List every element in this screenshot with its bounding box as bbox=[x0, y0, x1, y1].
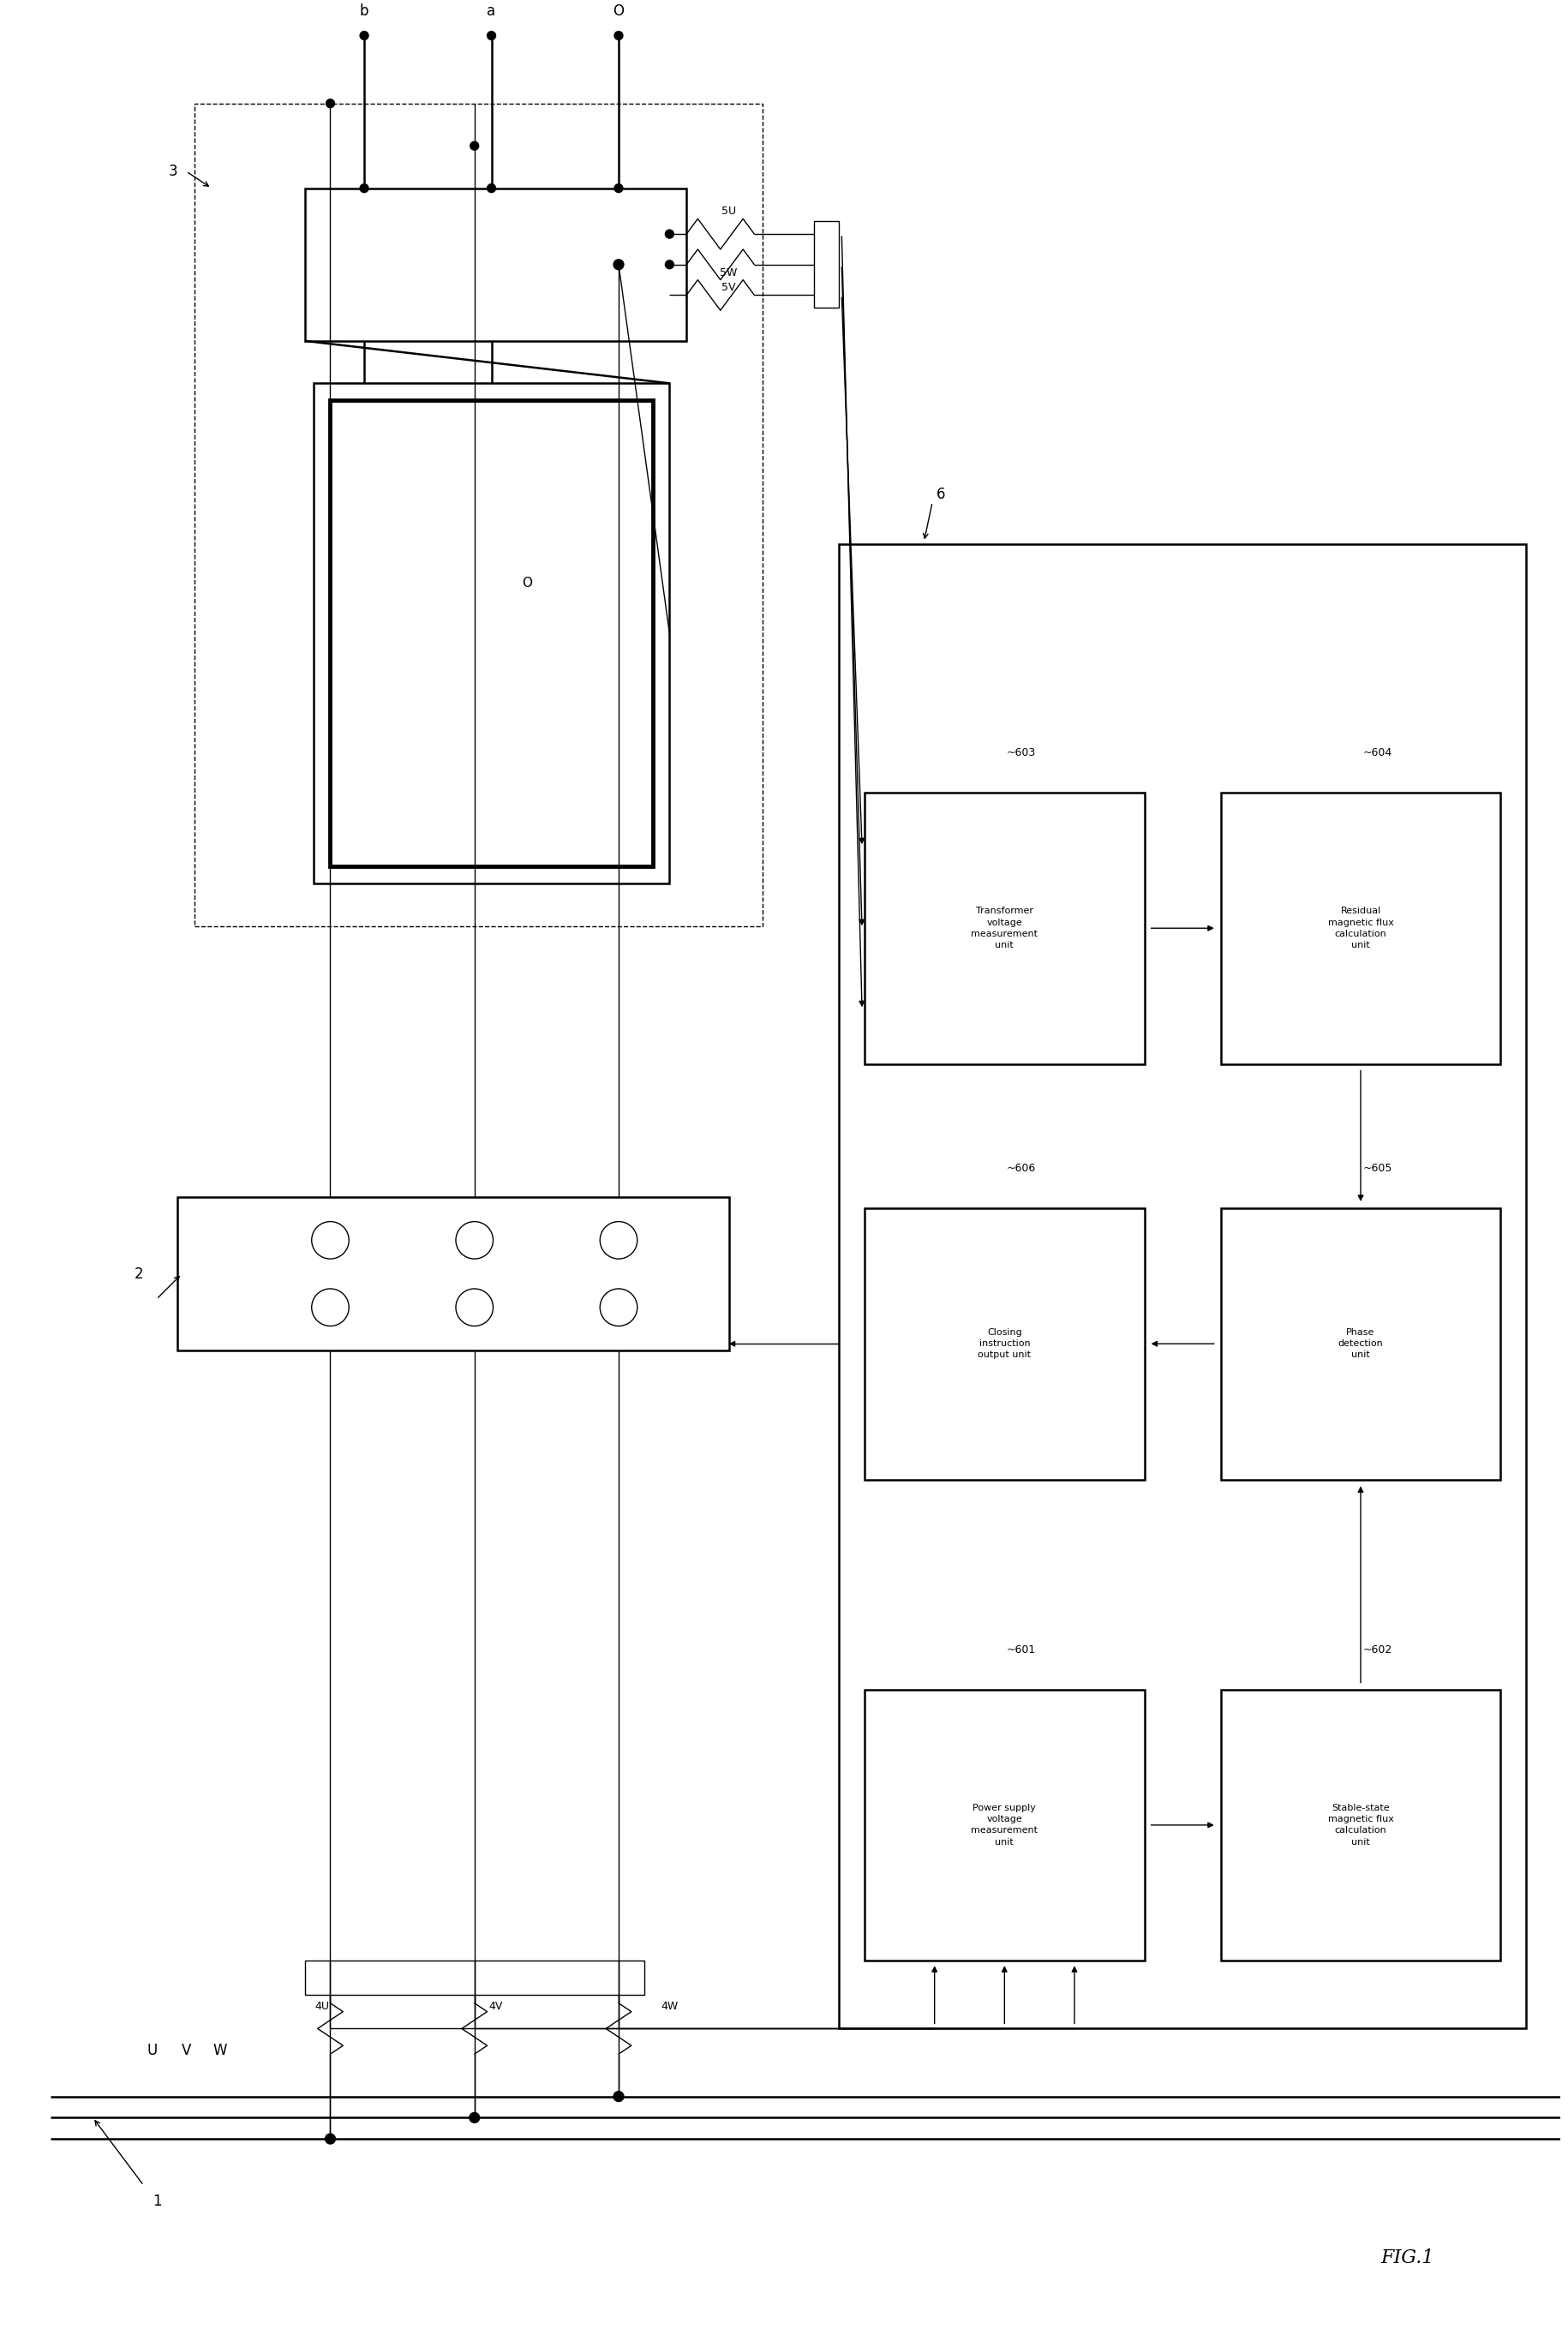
Bar bbox=[177, 1197, 729, 1351]
Text: Residual
magnetic flux
calculation
unit: Residual magnetic flux calculation unit bbox=[1328, 906, 1394, 950]
Text: ~603: ~603 bbox=[1007, 748, 1036, 759]
Text: O: O bbox=[522, 578, 532, 589]
Text: Transformer
voltage
measurement
unit: Transformer voltage measurement unit bbox=[971, 906, 1038, 950]
Circle shape bbox=[613, 259, 624, 270]
Text: Power supply
voltage
measurement
unit: Power supply voltage measurement unit bbox=[971, 1803, 1038, 1847]
Text: W: W bbox=[213, 2043, 227, 2059]
Text: ~602: ~602 bbox=[1363, 1644, 1392, 1656]
Text: b: b bbox=[359, 2, 368, 19]
Bar bbox=[331, 401, 652, 866]
Bar bbox=[1221, 792, 1501, 1064]
Text: 5W: 5W bbox=[720, 268, 737, 277]
Bar bbox=[314, 384, 670, 883]
Circle shape bbox=[488, 184, 495, 193]
Text: U: U bbox=[147, 2043, 157, 2059]
Text: ~604: ~604 bbox=[1363, 748, 1392, 759]
Bar bbox=[864, 1209, 1145, 1479]
Text: 4U: 4U bbox=[315, 2001, 329, 2012]
Text: FIG.1: FIG.1 bbox=[1380, 2247, 1435, 2266]
Text: ~605: ~605 bbox=[1363, 1162, 1392, 1174]
Text: Stable-state
magnetic flux
calculation
unit: Stable-state magnetic flux calculation u… bbox=[1328, 1803, 1394, 1847]
Circle shape bbox=[488, 30, 495, 40]
Circle shape bbox=[615, 30, 622, 40]
Text: 2: 2 bbox=[135, 1267, 144, 1281]
Circle shape bbox=[361, 30, 368, 40]
Text: 4V: 4V bbox=[489, 2001, 503, 2012]
Circle shape bbox=[470, 142, 478, 149]
Text: V: V bbox=[182, 2043, 191, 2059]
Bar bbox=[839, 545, 1526, 2029]
Circle shape bbox=[326, 100, 334, 107]
Bar bbox=[304, 1961, 644, 1994]
Text: ~606: ~606 bbox=[1007, 1162, 1036, 1174]
Text: 5V: 5V bbox=[721, 282, 735, 293]
Circle shape bbox=[361, 184, 368, 193]
Text: ~601: ~601 bbox=[1007, 1644, 1036, 1656]
Text: Closing
instruction
output unit: Closing instruction output unit bbox=[978, 1328, 1032, 1360]
Text: O: O bbox=[613, 2, 624, 19]
Text: 5U: 5U bbox=[721, 205, 737, 217]
Text: 4W: 4W bbox=[660, 2001, 679, 2012]
Circle shape bbox=[613, 2091, 624, 2101]
Bar bbox=[194, 102, 762, 927]
Bar bbox=[864, 792, 1145, 1064]
Circle shape bbox=[615, 184, 622, 193]
Circle shape bbox=[469, 2112, 480, 2122]
Text: 3: 3 bbox=[168, 163, 177, 179]
Bar bbox=[1221, 1689, 1501, 1961]
Bar bbox=[1221, 1209, 1501, 1479]
Circle shape bbox=[325, 2133, 336, 2145]
Text: Phase
detection
unit: Phase detection unit bbox=[1338, 1328, 1383, 1360]
Text: 6: 6 bbox=[936, 487, 946, 503]
Circle shape bbox=[665, 261, 674, 268]
Circle shape bbox=[665, 231, 674, 238]
Bar bbox=[864, 1689, 1145, 1961]
Bar bbox=[304, 189, 687, 340]
Text: a: a bbox=[488, 2, 495, 19]
Bar bbox=[814, 221, 839, 307]
Text: 1: 1 bbox=[152, 2194, 162, 2210]
